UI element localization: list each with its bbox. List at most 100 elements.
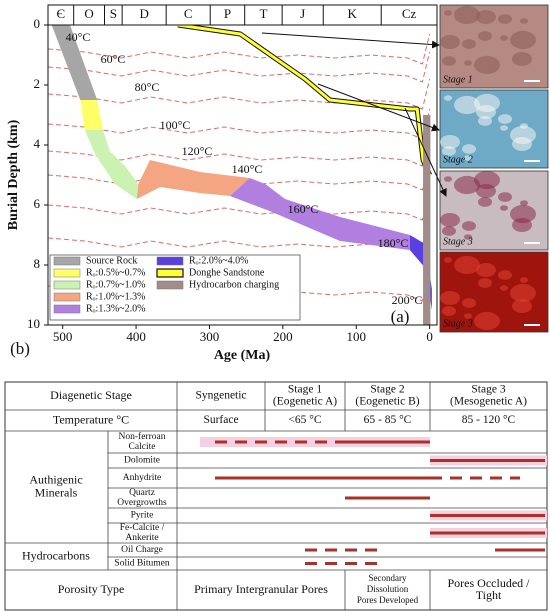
- period-name: Cz: [402, 6, 417, 21]
- grain: [476, 263, 496, 277]
- legend-label: Hydrocarbon charging: [189, 279, 279, 290]
- y-axis-label: Burial Depth (km): [6, 119, 21, 230]
- legend-swatch: [53, 268, 81, 278]
- period-name: D: [139, 6, 148, 21]
- isotherm: [48, 78, 431, 110]
- isotherm-label: 60°C: [101, 52, 126, 66]
- y-tick-label: 0: [34, 16, 41, 31]
- grain: [520, 123, 528, 129]
- table-text: Calcite: [129, 442, 156, 452]
- grain: [498, 192, 512, 202]
- grain: [442, 226, 456, 236]
- period-name: T: [259, 6, 267, 21]
- table-text: Oil Charge: [121, 545, 163, 555]
- grain: [462, 221, 476, 231]
- grain: [510, 204, 536, 224]
- x-tick-label: 500: [53, 329, 73, 344]
- grain: [454, 255, 480, 275]
- grain: [444, 176, 452, 182]
- grain: [498, 114, 512, 124]
- isotherm: [48, 51, 431, 83]
- table-text: (Eogenetic A): [273, 396, 337, 408]
- table-text: Tight: [476, 588, 502, 602]
- legend-label: Rₒ:1.0%~1.3%: [86, 291, 145, 302]
- maturity-area: [84, 130, 139, 199]
- grain: [500, 285, 508, 291]
- grain: [464, 313, 472, 319]
- period-name: S: [110, 6, 117, 21]
- grain: [478, 31, 492, 41]
- grain: [454, 175, 480, 195]
- legend-swatch: [156, 256, 184, 266]
- table-text: Anhydrite: [123, 473, 162, 483]
- table-text: Dolomite: [124, 456, 160, 466]
- grain: [464, 155, 472, 161]
- table-text: (Eogenetic B): [355, 396, 419, 408]
- isotherm-label: 160°C: [288, 202, 319, 216]
- x-tick-label: 200: [273, 329, 293, 344]
- grain: [498, 14, 512, 24]
- isotherm: [48, 108, 431, 140]
- grain: [440, 291, 460, 305]
- x-tick-label: 400: [126, 329, 146, 344]
- table-text: Hydrocarbons: [22, 548, 90, 562]
- maturity-area: [80, 100, 104, 130]
- isotherm-label: 200°C: [392, 293, 423, 307]
- micrograph-label: Stage 3: [443, 236, 473, 247]
- legend-label: Rₒ:2.0%~4.0%: [189, 255, 248, 266]
- grain: [510, 30, 536, 50]
- legend-label: Rₒ:1.3%~2.0%: [86, 303, 145, 314]
- table-text: Authigenic: [29, 472, 82, 486]
- table-text: Stage 2: [370, 384, 404, 396]
- x-tick-label: 100: [347, 329, 367, 344]
- grain: [444, 257, 452, 263]
- panel-label: (a): [391, 307, 410, 326]
- plot-frame: [47, 24, 438, 326]
- grain: [498, 270, 512, 280]
- table-text: Pores Occluded /: [448, 576, 531, 590]
- table-text: Dissolution: [367, 584, 409, 594]
- legend-swatch: [53, 256, 81, 266]
- period-name: P: [224, 6, 231, 21]
- isotherm-label: 40°C: [66, 30, 91, 44]
- grain: [500, 205, 508, 211]
- table-text: Solid Bitumen: [114, 559, 169, 569]
- legend-label: Donghe Sandstone: [189, 267, 265, 278]
- y-tick-label: 6: [34, 196, 41, 211]
- period-name: O: [84, 6, 93, 21]
- scale-bar: [524, 324, 540, 326]
- sandstone-outline: [177, 25, 432, 177]
- grain: [512, 52, 532, 66]
- table-text: 65 - 85 °C: [364, 414, 412, 426]
- y-tick-label: 4: [34, 136, 41, 151]
- grain: [454, 5, 480, 25]
- grain: [474, 55, 500, 75]
- grain: [444, 95, 452, 101]
- isotherm: [48, 33, 431, 65]
- grain: [440, 135, 460, 149]
- legend-label: Rₒ:0.7%~1.0%: [86, 279, 145, 290]
- table-text: Fe-Calcite /: [120, 523, 165, 533]
- x-tick-label: 300: [200, 329, 220, 344]
- grain: [462, 298, 476, 308]
- scale-bar: [524, 242, 540, 244]
- grain: [442, 56, 456, 66]
- table-text: Primary Intergranular Pores: [194, 582, 328, 596]
- micrograph-label: Stage 1: [443, 74, 473, 85]
- grain: [440, 213, 460, 227]
- table-text: 85 - 120 °C: [462, 414, 516, 426]
- scale-bar: [524, 160, 540, 162]
- period-name: K: [348, 6, 358, 21]
- grain: [474, 311, 500, 331]
- scale-bar: [524, 80, 540, 82]
- isotherm: [48, 189, 431, 221]
- panel-label: (b): [10, 339, 30, 358]
- legend-swatch: [53, 304, 81, 314]
- table-text: Surface: [203, 414, 238, 426]
- table-text: Porosity Type: [58, 582, 125, 596]
- isotherm-label: 140°C: [232, 162, 263, 176]
- micrograph-label: Stage 3: [443, 318, 473, 329]
- table-text: Non-ferroan: [119, 431, 166, 442]
- grain: [454, 95, 480, 115]
